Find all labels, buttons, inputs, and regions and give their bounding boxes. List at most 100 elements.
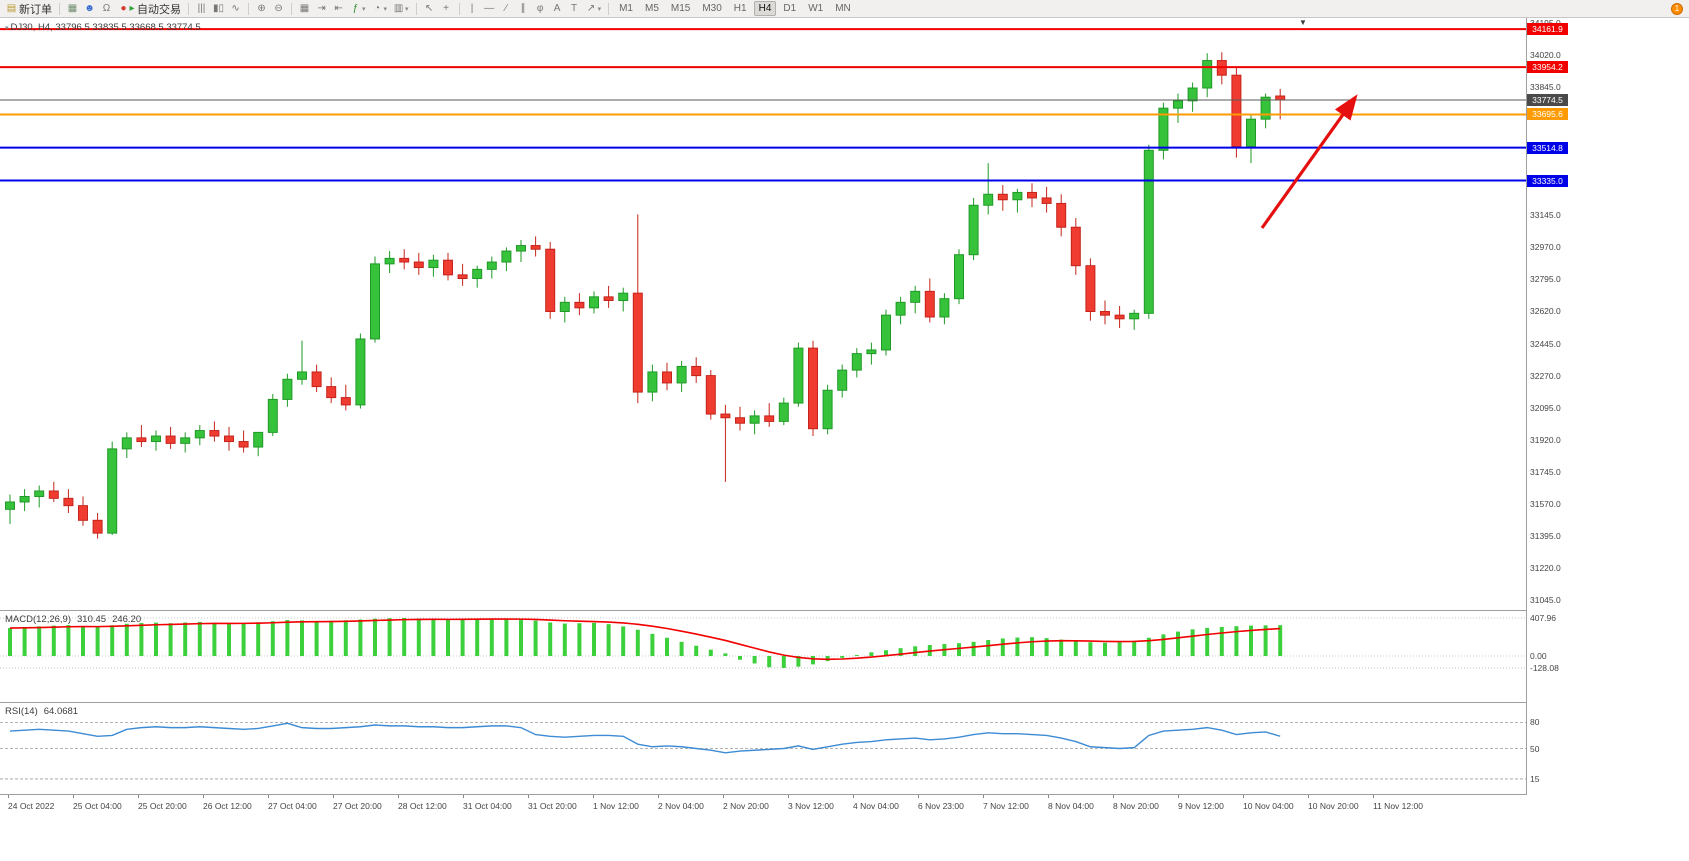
time-axis-label: 6 Nov 23:00	[918, 801, 964, 811]
tile-windows-icon[interactable]: ▦	[297, 1, 312, 17]
vertical-line-icon[interactable]: |	[465, 1, 480, 17]
price-tick-label: 32795.0	[1530, 274, 1561, 285]
toolbar-separator	[188, 2, 189, 15]
timeframe-m1-button[interactable]: M1	[619, 3, 633, 14]
text-icon[interactable]: A	[550, 1, 565, 17]
time-axis-label: 3 Nov 12:00	[788, 801, 834, 811]
price-tick-label: 31220.0	[1530, 562, 1561, 573]
vertical-line-icon: |	[470, 3, 474, 14]
text-icon: A	[553, 3, 561, 14]
timeframe-h1-button[interactable]: H1	[733, 3, 747, 14]
timeframe-m15-button[interactable]: M15	[670, 3, 691, 14]
periods-icon[interactable]: ◔ ▾	[370, 1, 390, 17]
crosshair-icon: +	[443, 3, 449, 14]
time-axis-label: 8 Nov 04:00	[1048, 801, 1094, 811]
bar-chart-icon[interactable]: |||	[194, 1, 209, 17]
time-tick	[1113, 795, 1114, 798]
templates-icon[interactable]: ▥ ▾	[391, 1, 411, 17]
macd-panel[interactable]	[0, 611, 1526, 701]
notification-icon[interactable]: 1	[1671, 3, 1683, 15]
chart-shift-icon[interactable]: ⇤	[331, 1, 346, 17]
toolbar-separator	[248, 2, 250, 15]
auto-scroll-icon[interactable]: ⇥	[314, 1, 329, 17]
rsi-value: 64.0681	[43, 706, 79, 717]
panel-separator[interactable]	[0, 610, 1567, 611]
indicators-icon: ƒ	[352, 3, 359, 14]
time-axis-label: 28 Oct 12:00	[398, 801, 447, 811]
time-tick	[73, 795, 74, 798]
price-axis[interactable]: 34195.0 34020.0 33845.0 33145.0 32970.0 32795…	[1526, 18, 1568, 795]
toolbar-separator	[415, 2, 417, 15]
cursor-icon[interactable]: ↖	[422, 1, 437, 17]
main-chart-area[interactable]	[0, 18, 1526, 610]
timeframe-h4-button[interactable]: H4	[753, 1, 777, 16]
dropdown-caret-icon: ▾	[383, 5, 388, 13]
timeframe-d1-button[interactable]: D1	[783, 3, 797, 14]
time-axis-label: 25 Oct 04:00	[73, 801, 122, 811]
zoom-in-icon: ⊕	[257, 3, 266, 14]
chart-symbol-title: ▾ DJ30, H4, 33796.5 33835.5 33668.5 33774…	[5, 22, 201, 33]
price-badge: 34161.9	[1527, 23, 1568, 36]
fibonacci-icon[interactable]: φ	[533, 1, 548, 17]
arrows-icon[interactable]: ↗ ▾	[584, 1, 604, 17]
horizontal-line-icon[interactable]: —	[482, 1, 497, 17]
profile-icon[interactable]: ☻	[82, 1, 97, 17]
autotrading-icon: ●	[120, 3, 127, 14]
macd-label: MACD(12,26,9) 310.45 246.20	[5, 614, 141, 625]
time-axis-label: 31 Oct 20:00	[528, 801, 577, 811]
fibonacci-icon: φ	[536, 3, 544, 14]
time-axis-label: 24 Oct 2022	[8, 801, 55, 811]
autotrading-button[interactable]: ● ▸ 自动交易	[116, 1, 183, 17]
time-axis-label: 25 Oct 20:00	[138, 801, 187, 811]
time-tick	[1178, 795, 1179, 798]
new-order-button-label: 新订单	[19, 3, 52, 16]
chart-window: 34195.0 34020.0 33845.0 33145.0 32970.0 32795…	[0, 18, 1568, 817]
time-tick	[1308, 795, 1309, 798]
timeframe-mn-button[interactable]: MN	[835, 3, 851, 14]
zoom-out-icon: ⊖	[274, 3, 283, 14]
line-chart-icon[interactable]: ∿	[228, 1, 243, 17]
templates-icon: ▥	[393, 3, 404, 14]
candlestick-chart-icon[interactable]: ▮▯	[211, 1, 226, 17]
time-tick	[658, 795, 659, 798]
timeframe-m5-button[interactable]: M5	[644, 3, 659, 14]
time-axis-label: 26 Oct 12:00	[203, 801, 252, 811]
price-badge: 33514.8	[1527, 141, 1568, 154]
arrows-icon: ↗	[586, 3, 596, 14]
trendline-icon[interactable]: ∕	[499, 1, 514, 17]
timeframe-m30-button[interactable]: M30	[702, 3, 722, 14]
time-axis[interactable]: 24 Oct 2022 25 Oct 04:00 25 Oct 20:00 26 Oc…	[0, 795, 1567, 817]
time-tick	[1373, 795, 1374, 798]
time-tick	[723, 795, 724, 798]
symbol-dropdown-icon: ▾	[5, 25, 9, 32]
time-tick	[593, 795, 594, 798]
news-icon[interactable]: Ω	[99, 1, 114, 17]
chart-shift-marker-icon[interactable]: ▼	[1299, 18, 1307, 27]
panel-separator[interactable]	[0, 702, 1567, 703]
toolbar-separator	[608, 2, 610, 15]
crosshair-icon[interactable]: +	[439, 1, 454, 17]
tile-windows-icon: ▦	[299, 3, 310, 14]
price-tick-label: 32970.0	[1530, 242, 1561, 253]
time-axis-label: 11 Nov 12:00	[1373, 801, 1423, 811]
rsi-panel[interactable]	[0, 703, 1526, 793]
timeframe-w1-button[interactable]: W1	[808, 3, 824, 14]
rsi-label: RSI(14) 64.0681	[5, 706, 78, 717]
indicators-icon[interactable]: ƒ ▾	[348, 1, 368, 17]
price-tick-label: 33145.0	[1530, 210, 1561, 221]
autotrading-button-label: 自动交易	[137, 3, 181, 16]
trendline-icon: ∕	[505, 3, 507, 14]
zoom-out-icon[interactable]: ⊖	[271, 1, 286, 17]
text-label-icon: T	[571, 3, 578, 14]
text-label-icon[interactable]: T	[567, 1, 582, 17]
time-tick	[463, 795, 464, 798]
macd-main-value: 310.45	[77, 614, 107, 625]
time-axis-label: 31 Oct 04:00	[463, 801, 512, 811]
price-badge: 33954.2	[1527, 61, 1568, 74]
equidistant-channel-icon[interactable]: ∥	[516, 1, 531, 17]
rsi-axis-label: 80	[1530, 717, 1540, 728]
charts-grid-icon[interactable]: ▦	[65, 1, 80, 17]
new-order-button[interactable]: ▤ 新订单	[4, 1, 54, 17]
time-tick	[268, 795, 269, 798]
zoom-in-icon[interactable]: ⊕	[254, 1, 269, 17]
